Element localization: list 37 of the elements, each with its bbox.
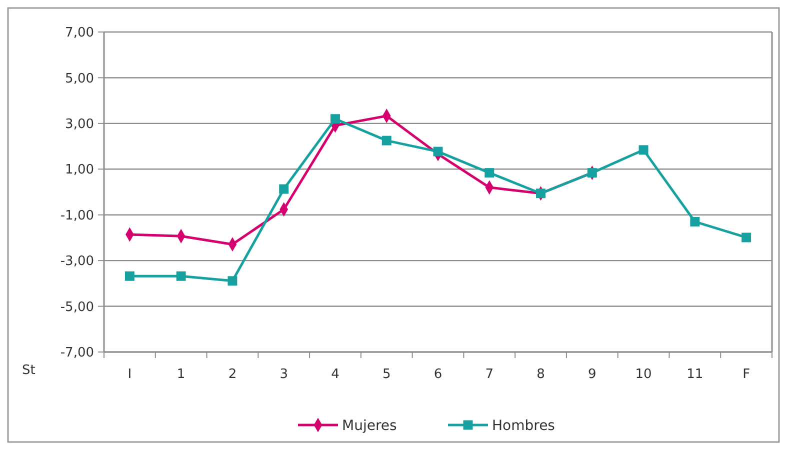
y-tick-label: -7,00 [60, 346, 94, 361]
x-tick-label: 6 [434, 367, 442, 382]
point [742, 232, 752, 242]
point [638, 145, 648, 155]
point [587, 168, 597, 178]
x-tick-label: 2 [228, 367, 237, 382]
x-tick-label: 11 [686, 367, 704, 382]
y-tick-label: -1,00 [60, 208, 94, 224]
point [124, 271, 134, 281]
x-tick-label: 9 [588, 367, 596, 382]
x-tick-label: 5 [382, 367, 391, 382]
point [690, 216, 700, 226]
y-tick-label: 5,00 [65, 71, 94, 86]
x-tick-label: F [742, 367, 750, 382]
y-tick-label: -5,00 [60, 300, 94, 315]
point [382, 136, 392, 146]
x-tick-label: 1 [176, 367, 186, 382]
point [330, 114, 340, 124]
point [279, 184, 289, 194]
x-tick-label: 8 [536, 367, 545, 382]
x-tick-label: 10 [635, 367, 652, 382]
x-tick-label: 3 [280, 367, 288, 382]
point [433, 146, 443, 156]
point [536, 188, 546, 198]
x-tick-label: 7 [485, 367, 494, 382]
legend-label: Hombres [492, 418, 555, 434]
x-axis-title: St [22, 363, 36, 378]
y-tick-label: 3,00 [65, 116, 94, 132]
point [484, 168, 494, 178]
y-tick-label: 1,00 [65, 162, 94, 178]
x-tick-label: I [128, 367, 132, 382]
legend-label: Mujeres [342, 418, 397, 434]
point [228, 276, 238, 286]
point [176, 271, 186, 281]
y-tick-label: -3,00 [60, 254, 94, 270]
x-tick-label: 4 [331, 367, 340, 382]
y-tick-label: 7,00 [65, 26, 94, 41]
